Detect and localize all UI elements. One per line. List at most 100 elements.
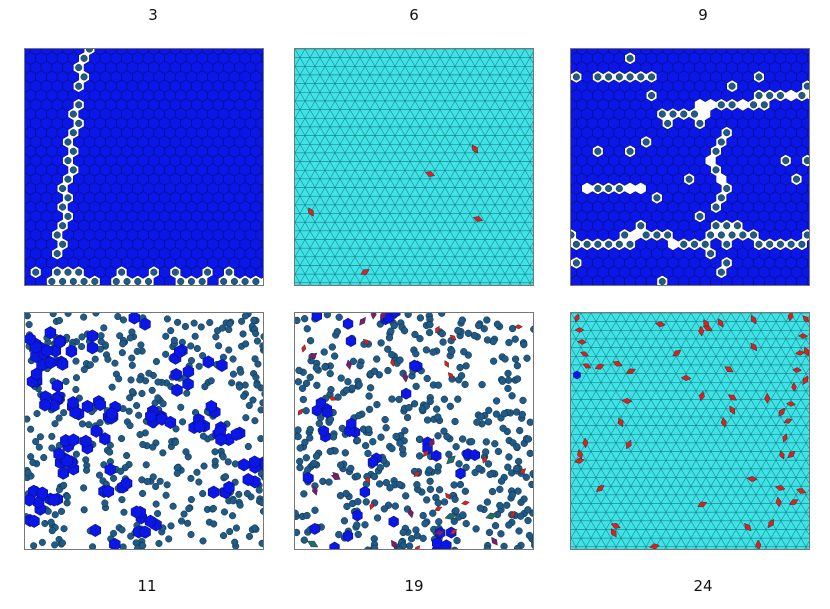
hexagon-particle	[586, 228, 599, 242]
hexagon-particle	[608, 172, 620, 186]
disk-particle	[388, 395, 396, 403]
disk-particle	[404, 313, 412, 319]
disk-particle	[225, 268, 233, 276]
disk-particle	[133, 347, 141, 355]
disk-particle	[323, 313, 332, 319]
disk-particle	[63, 499, 71, 507]
disk-particle	[508, 324, 517, 333]
red-defect	[413, 470, 421, 478]
disk-particle	[300, 490, 308, 498]
disk-particle	[195, 362, 203, 370]
disk-particle	[385, 334, 394, 342]
disk-particle	[145, 369, 153, 377]
disk-particle	[126, 334, 134, 342]
disk-particle	[118, 526, 126, 534]
disk-particle	[119, 543, 127, 549]
disk-particle	[75, 268, 83, 276]
disk-particle	[53, 231, 61, 239]
disk-particle	[35, 443, 43, 451]
triangle-particle	[529, 178, 533, 185]
triangle-particle	[529, 74, 533, 81]
hexagon-particle	[238, 284, 242, 285]
hexagon-particle	[80, 434, 92, 448]
disk-particle	[712, 166, 720, 174]
disk-particle	[361, 442, 370, 450]
triangle-particle	[805, 338, 809, 345]
triangle-particle	[418, 282, 422, 285]
red-defect	[328, 396, 337, 401]
disk-particle	[138, 389, 146, 398]
disk-particle	[712, 203, 720, 211]
disk-particle	[117, 467, 125, 475]
disk-particle	[456, 480, 465, 489]
hexagon-particle	[677, 284, 680, 285]
hexagon-particle	[629, 61, 642, 75]
disk-particle	[170, 336, 178, 344]
hexagon-particle	[94, 398, 106, 412]
hexagon-particle	[571, 49, 577, 56]
disk-particle	[141, 377, 150, 385]
disk-particle	[803, 82, 809, 90]
disk-particle	[421, 520, 429, 528]
disk-particle	[337, 374, 345, 382]
red-defect	[422, 449, 429, 458]
disk-particle	[115, 375, 123, 383]
purple-defect	[433, 529, 445, 536]
disk-particle	[516, 426, 524, 435]
triangle-particle	[805, 356, 809, 362]
disk-particle	[187, 277, 195, 285]
hexagon-particle	[715, 209, 727, 223]
disk-particle	[426, 485, 435, 493]
disk-particle	[142, 461, 150, 469]
hexagon-particle	[244, 265, 257, 279]
disk-particle	[118, 496, 126, 504]
disk-particle	[128, 361, 136, 369]
disk-particle	[626, 54, 634, 62]
disk-particle	[206, 318, 214, 327]
disk-particle	[302, 379, 311, 387]
disk-particle	[523, 354, 531, 362]
disk-particle	[782, 157, 790, 165]
disk-particle	[405, 403, 413, 412]
disk-particle	[434, 381, 443, 389]
hexagon-particle	[629, 172, 642, 186]
disk-particle	[426, 397, 434, 406]
disk-particle	[615, 240, 623, 248]
hexagon-particle	[145, 409, 157, 423]
hexagon-particle	[601, 284, 605, 285]
disk-particle	[434, 499, 442, 507]
disk-particle	[723, 240, 731, 248]
hexagon-particle	[67, 256, 80, 270]
disk-particle	[180, 510, 188, 518]
disk-particle	[434, 413, 442, 421]
disk-particle	[313, 381, 321, 389]
disk-particle	[511, 355, 520, 363]
disk-particle	[451, 546, 459, 549]
hexagon-particle	[67, 433, 80, 447]
hexagon-particle	[758, 228, 770, 242]
disk-particle	[69, 147, 77, 155]
disk-particle	[418, 405, 426, 413]
disk-particle	[75, 82, 83, 90]
disk-particle	[353, 436, 362, 445]
hexagon-particle	[234, 265, 246, 279]
disk-particle	[426, 321, 434, 329]
disk-particle	[798, 91, 806, 100]
hexagon-particle	[608, 61, 620, 75]
disk-particle	[154, 509, 162, 518]
hexagon-particle	[53, 447, 65, 461]
disk-particle	[60, 525, 68, 533]
disk-particle	[257, 470, 263, 478]
disk-particle	[64, 268, 72, 276]
disk-particle	[177, 277, 185, 285]
disk-particle	[229, 370, 238, 378]
disk-particle	[72, 357, 80, 365]
disk-particle	[454, 395, 462, 403]
disk-particle	[370, 367, 379, 375]
hexagon-particle	[644, 284, 648, 285]
disk-particle	[377, 339, 385, 347]
disk-particle	[518, 410, 526, 419]
disk-particle	[513, 375, 522, 383]
triangle-particle	[529, 265, 533, 272]
disk-particle	[425, 466, 433, 474]
